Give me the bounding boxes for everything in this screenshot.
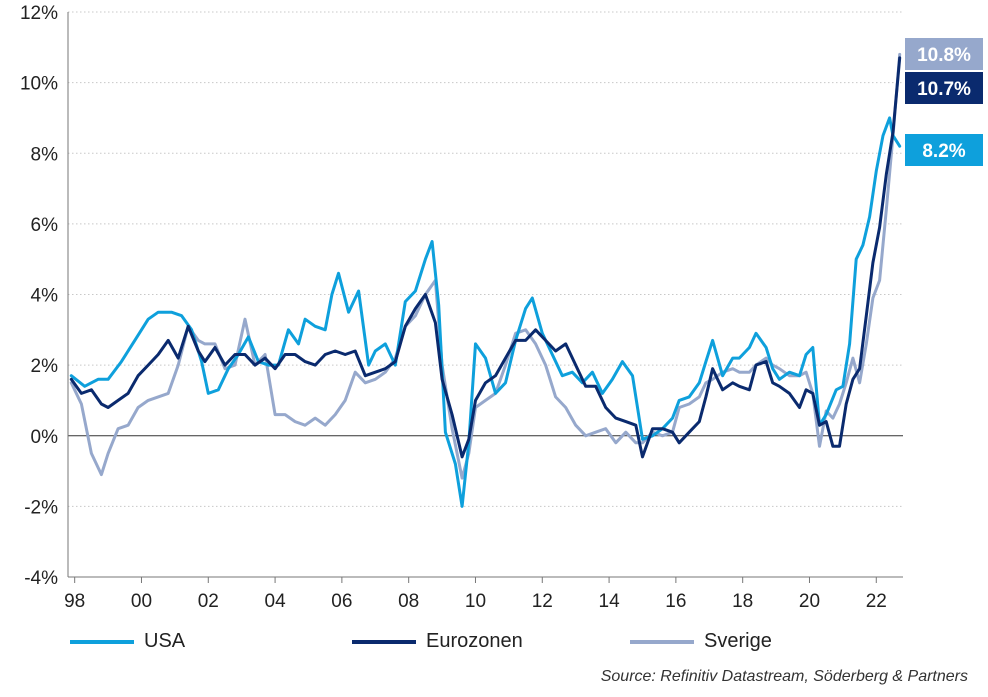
- legend-item-sverige: Sverige: [630, 630, 772, 653]
- y-tick-label: 0%: [31, 427, 59, 448]
- x-tick-label: 08: [398, 591, 419, 612]
- y-tick-label: 6%: [31, 215, 59, 236]
- legend-label-eurozonen: Eurozonen: [426, 630, 523, 652]
- y-tick-label: -4%: [24, 568, 58, 589]
- x-tick-label: 18: [732, 591, 753, 612]
- grid-lines: [68, 11, 903, 507]
- y-tick-label: -2%: [24, 497, 58, 518]
- series-lines: [69, 52, 902, 508]
- series-line-eurozonen: [69, 56, 902, 459]
- x-tick-label: 06: [331, 591, 352, 612]
- end-labels: 10.8% 10.7% 8.2%: [905, 38, 983, 166]
- legend-swatch-sverige: [630, 639, 694, 644]
- end-label-box-sverige: [905, 38, 983, 70]
- x-tick-label: 20: [799, 591, 820, 612]
- x-tick-label: 04: [265, 591, 287, 612]
- x-tick-label: 16: [665, 591, 686, 612]
- y-tick-label: 12%: [20, 3, 58, 24]
- x-tick-label: 00: [131, 591, 152, 612]
- y-tick-label: 10%: [20, 74, 58, 95]
- x-tick-label: 14: [599, 591, 621, 612]
- end-label-sverige: 10.8%: [917, 45, 971, 66]
- series-line-sverige: [69, 52, 902, 480]
- legend-swatch-eurozonen: [352, 639, 416, 644]
- y-tick-label: 8%: [31, 144, 59, 165]
- legend-item-eurozonen: Eurozonen: [352, 630, 523, 653]
- legend: USA Eurozonen Sverige: [70, 630, 930, 660]
- series-line-usa: [69, 116, 902, 508]
- x-tick-label: 98: [64, 591, 85, 612]
- legend-item-usa: USA: [70, 630, 185, 653]
- legend-label-sverige: Sverige: [704, 630, 772, 652]
- legend-swatch-usa: [70, 639, 134, 644]
- legend-label-usa: USA: [144, 630, 186, 652]
- y-tick-label: 2%: [31, 356, 59, 377]
- axes: -4% -2% 0% 2% 4% 6% 8% 10% 12% 98 00 02 04 06 08 10 12 14…: [20, 3, 903, 612]
- x-tick-label: 12: [532, 591, 553, 612]
- source-note: Source: Refinitiv Datastream, Söderberg …: [600, 668, 968, 685]
- x-tick-label: 22: [866, 591, 887, 612]
- end-label-usa: 8.2%: [922, 141, 965, 162]
- y-tick-label: 4%: [31, 286, 59, 307]
- x-tick-label: 02: [198, 591, 219, 612]
- end-label-box-usa: [905, 134, 983, 166]
- x-tick-label: 10: [465, 591, 486, 612]
- end-label-box-eurozonen: [905, 72, 983, 104]
- end-label-eurozonen: 10.7%: [917, 79, 971, 100]
